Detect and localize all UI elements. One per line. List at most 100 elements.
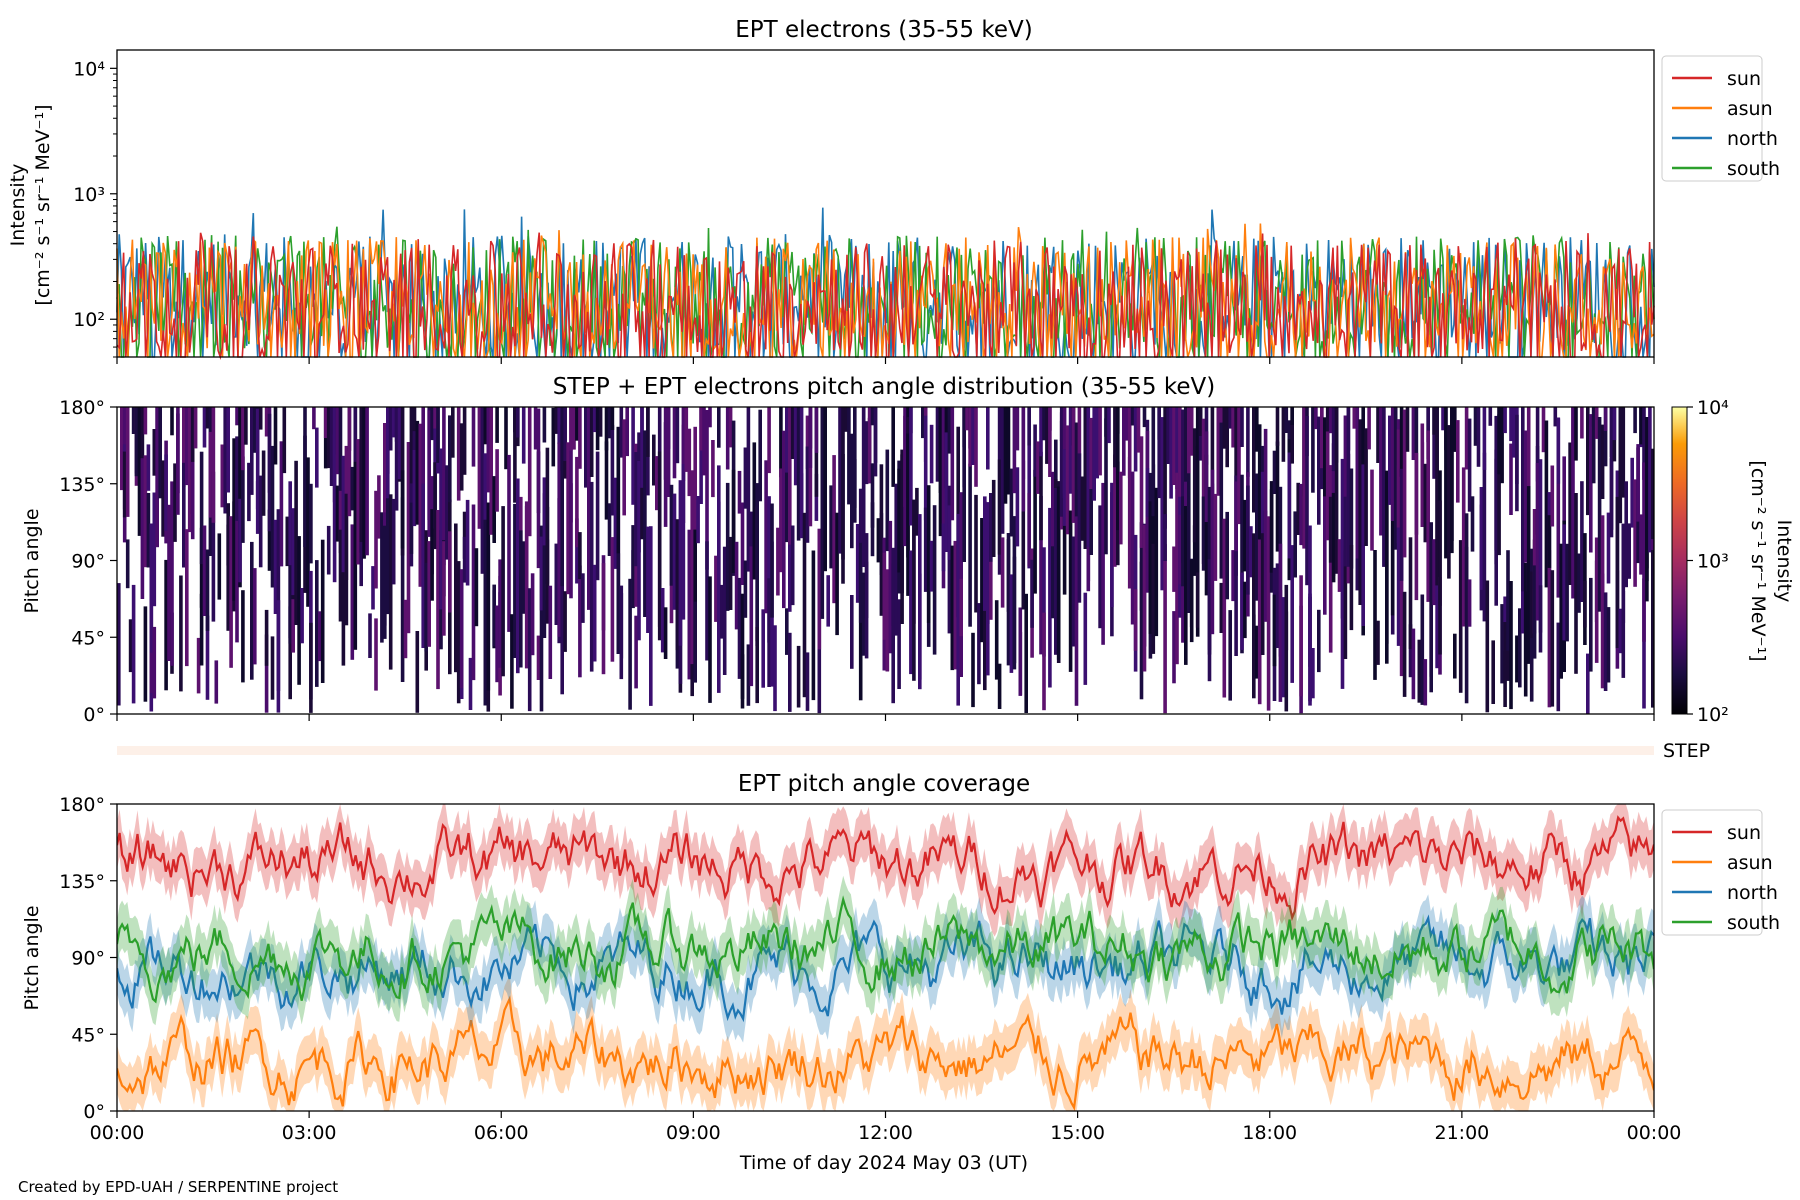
pad-cell bbox=[338, 529, 343, 622]
pad-cell bbox=[1054, 488, 1058, 655]
pad-cell bbox=[1272, 594, 1277, 667]
coverage-ytick-label: 0° bbox=[83, 1101, 105, 1123]
pad-cell bbox=[386, 407, 390, 565]
pad-cell bbox=[1453, 407, 1457, 452]
pad-cell bbox=[1192, 428, 1197, 543]
pad-cell bbox=[149, 631, 154, 693]
pad-cell bbox=[906, 433, 910, 596]
pad-cell bbox=[241, 456, 245, 543]
pad-cell bbox=[746, 644, 751, 706]
pad-cell bbox=[788, 544, 792, 612]
pad-cell bbox=[681, 464, 686, 620]
pad-cell bbox=[891, 547, 895, 626]
pad-cell bbox=[554, 543, 559, 625]
pad-cell bbox=[977, 603, 981, 685]
intensity-legend-label-asun: asun bbox=[1727, 98, 1773, 120]
pad-cell bbox=[923, 507, 928, 592]
pad-cell bbox=[542, 493, 547, 638]
pad-cell bbox=[820, 469, 825, 619]
pad-cell bbox=[1219, 582, 1224, 633]
pad-cell bbox=[693, 601, 697, 683]
coverage-ytick-label: 90° bbox=[71, 948, 105, 970]
pad-cell bbox=[347, 407, 352, 517]
pad-cell bbox=[1408, 537, 1413, 649]
pad-cell bbox=[722, 546, 727, 675]
pad-cell bbox=[199, 451, 204, 565]
pad-cell bbox=[223, 407, 227, 514]
pad-cell bbox=[640, 407, 644, 488]
pad-cell bbox=[1086, 407, 1091, 443]
pad-cell bbox=[1231, 550, 1235, 602]
pad-cell bbox=[421, 407, 425, 558]
pad-cell bbox=[1024, 593, 1028, 713]
pad-cell bbox=[462, 536, 467, 583]
pad-cell bbox=[394, 407, 399, 511]
pad-cell bbox=[273, 407, 278, 465]
pad-cell bbox=[1098, 505, 1102, 629]
pad-cell bbox=[1547, 515, 1552, 568]
pad-cell bbox=[1467, 418, 1472, 512]
pad-cell bbox=[504, 407, 508, 470]
pad-cell bbox=[838, 407, 842, 554]
pad-cell bbox=[519, 530, 523, 668]
pad-cell bbox=[1624, 481, 1628, 588]
pad-cell bbox=[483, 519, 488, 706]
pad-cell bbox=[986, 502, 990, 624]
pad-cell bbox=[247, 462, 251, 522]
pad-cell bbox=[264, 407, 269, 437]
pad-cell bbox=[1095, 407, 1099, 479]
pad-cell bbox=[448, 531, 452, 613]
pad-cell bbox=[1296, 482, 1300, 535]
pad-cell bbox=[1633, 479, 1637, 587]
pad-cell bbox=[1045, 407, 1049, 464]
pad-cell bbox=[1521, 407, 1525, 592]
pad-cell bbox=[1252, 533, 1256, 655]
pad-cell bbox=[1122, 407, 1126, 476]
pad-cell bbox=[1323, 496, 1327, 615]
pad-cell bbox=[959, 578, 963, 637]
pad-cell bbox=[1098, 407, 1102, 476]
pad-cell bbox=[536, 408, 541, 569]
pad-cell bbox=[717, 407, 721, 448]
pad-cell bbox=[1163, 514, 1167, 561]
pad-cell bbox=[1089, 489, 1093, 555]
pad-cell bbox=[309, 483, 313, 564]
pad-cell bbox=[270, 636, 275, 700]
pad-cell bbox=[353, 407, 358, 550]
pad-cell bbox=[1086, 547, 1091, 592]
colorbar-label-units: [cm⁻² s⁻¹ sr⁻¹ MeV⁻¹] bbox=[1747, 460, 1769, 661]
pad-cell bbox=[578, 407, 582, 469]
pad-cell bbox=[755, 627, 759, 704]
pad-cell bbox=[134, 407, 139, 477]
pad-cell bbox=[516, 478, 520, 674]
pad-cell bbox=[1068, 510, 1073, 672]
pad-heatmap bbox=[117, 407, 1654, 714]
pad-cell bbox=[451, 407, 455, 458]
pad-cell bbox=[551, 407, 556, 467]
pad-cell bbox=[589, 481, 594, 672]
pad-cell bbox=[456, 561, 461, 704]
pad-cell bbox=[501, 506, 505, 677]
pad-cell bbox=[291, 508, 295, 596]
pad-cell bbox=[1255, 407, 1259, 452]
pad-cell bbox=[581, 573, 585, 623]
pad-cell bbox=[436, 407, 440, 463]
pad-cell bbox=[297, 536, 301, 685]
pad-cell bbox=[1553, 407, 1558, 427]
pad-cell bbox=[1364, 428, 1368, 546]
pad-cell bbox=[1246, 407, 1250, 477]
pad-cell bbox=[1048, 407, 1052, 477]
pad-cell bbox=[1033, 469, 1037, 594]
pad-cell bbox=[965, 407, 969, 431]
pad-cell bbox=[1515, 414, 1519, 512]
pad-cell bbox=[678, 480, 683, 646]
pad-cell bbox=[1009, 468, 1014, 537]
pad-cell bbox=[1556, 622, 1561, 712]
pad-cell bbox=[1184, 506, 1188, 665]
pad-cell bbox=[1257, 424, 1262, 540]
pad-cell bbox=[1243, 499, 1247, 572]
pad-cell bbox=[782, 430, 786, 609]
pad-cell bbox=[1589, 577, 1593, 672]
pad-cell bbox=[1506, 550, 1510, 651]
pad-cell bbox=[1246, 485, 1250, 595]
